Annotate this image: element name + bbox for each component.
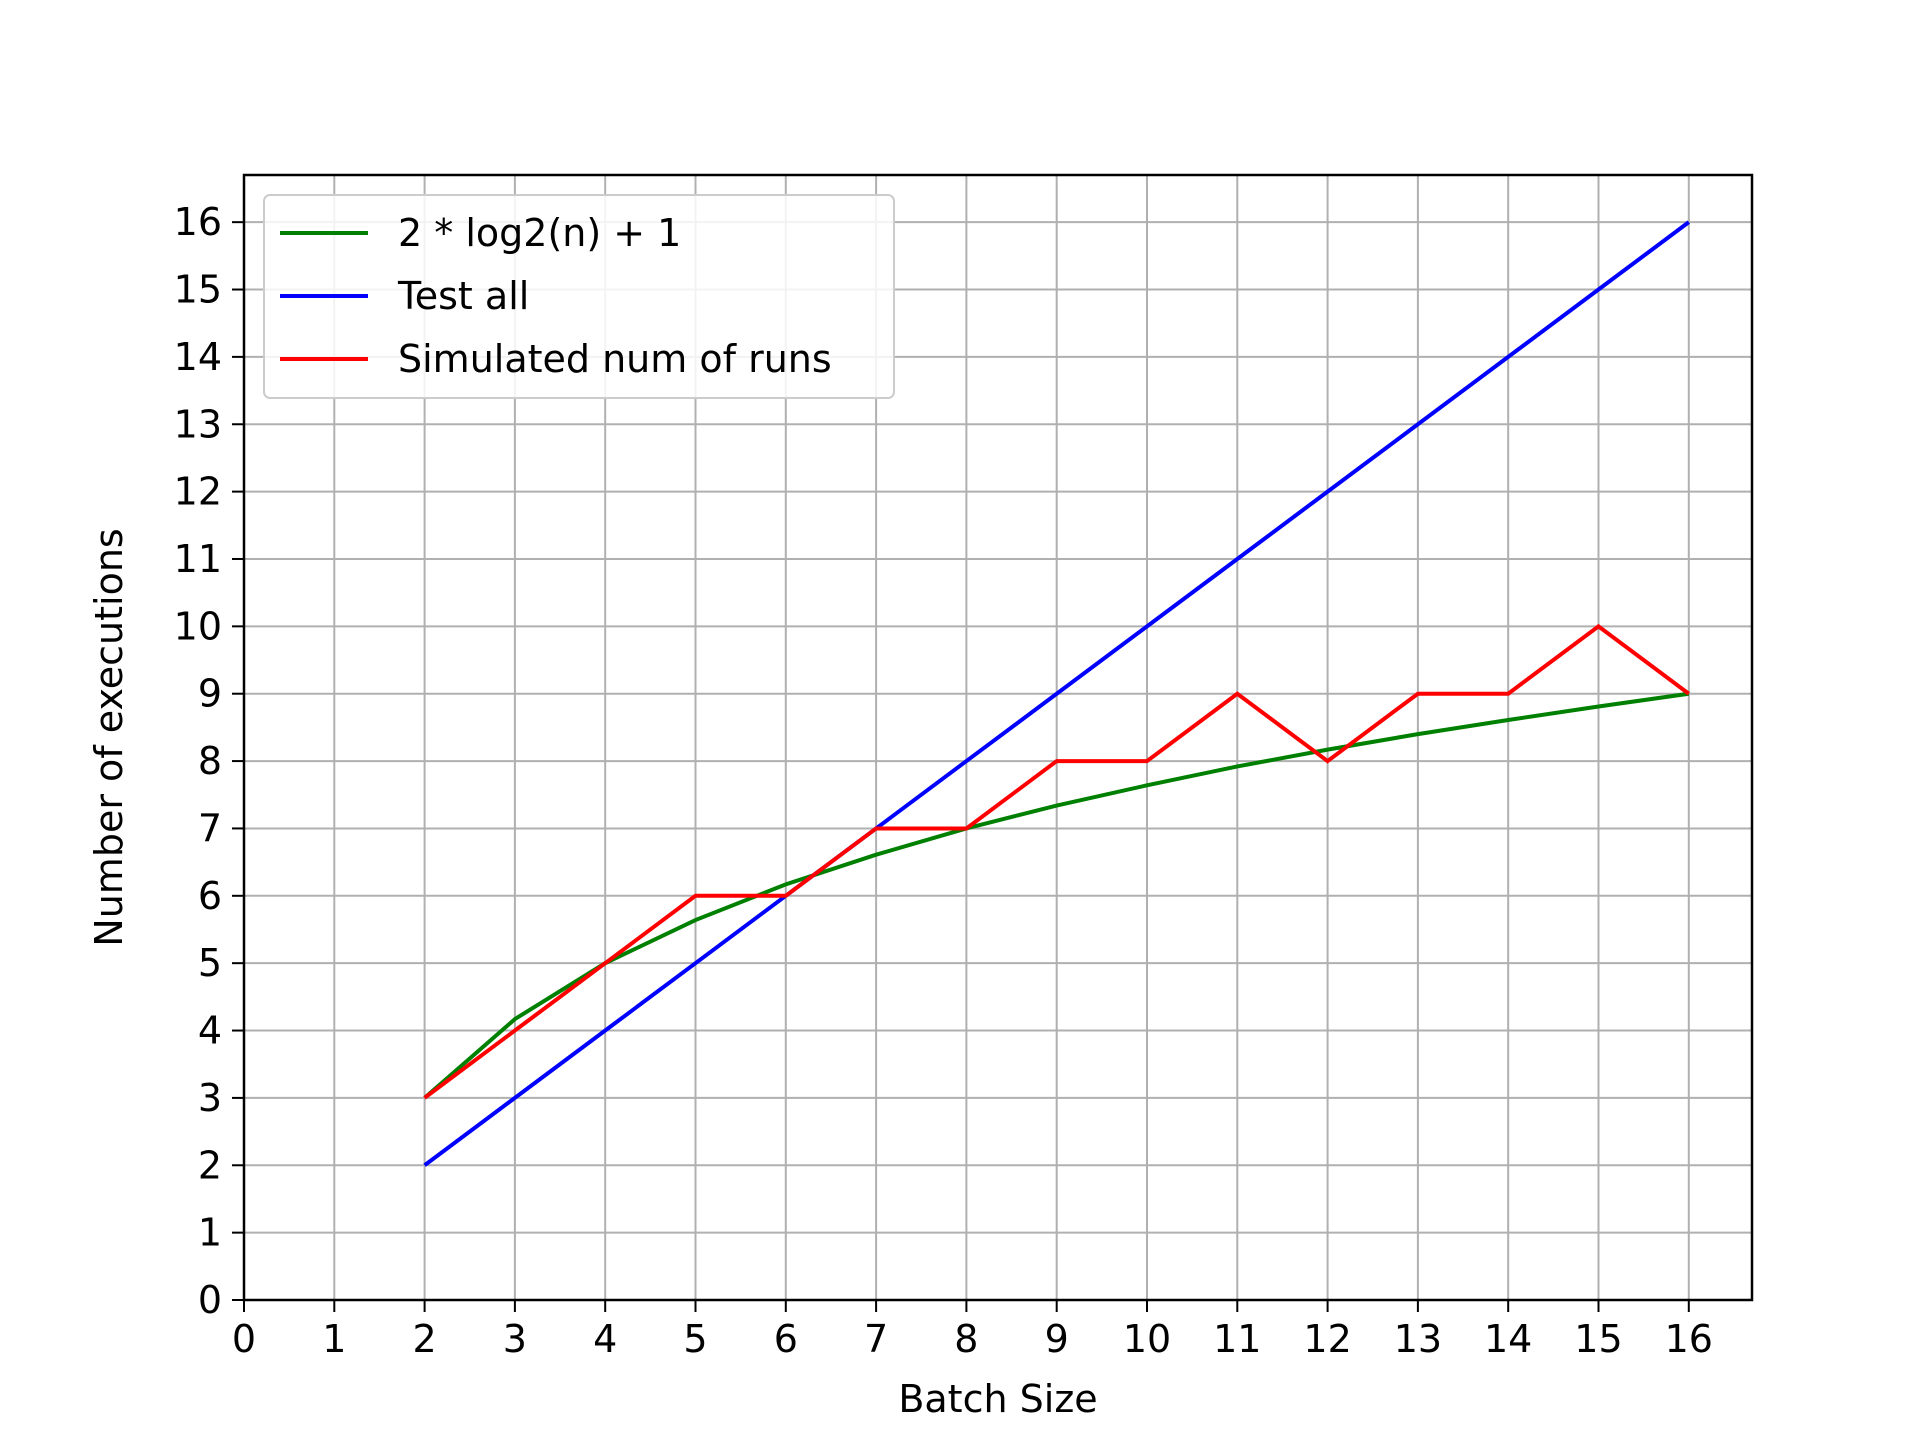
- x-tick-label: 9: [1045, 1317, 1069, 1361]
- legend: 2 * log2(n) + 1 Test all Simulated num of …: [263, 194, 895, 399]
- legend-box: [263, 194, 895, 399]
- series-line-2: [423, 220, 1690, 1167]
- y-tick-label: 13: [174, 402, 222, 446]
- x-tick-label: 13: [1394, 1317, 1442, 1361]
- y-axis-label: Number of executions: [87, 528, 131, 946]
- x-tick-label: 10: [1123, 1317, 1171, 1361]
- x-axis-label: Batch Size: [898, 1377, 1097, 1421]
- x-tick-label: 12: [1303, 1317, 1351, 1361]
- y-tick-label: 9: [198, 672, 222, 716]
- x-tick-label: 6: [774, 1317, 798, 1361]
- y-tick-label: 4: [198, 1009, 222, 1053]
- y-tick-label: 15: [174, 268, 222, 312]
- x-tick-label: 14: [1484, 1317, 1532, 1361]
- y-tick-label: 6: [198, 874, 222, 918]
- y-tick-label: 14: [174, 335, 222, 379]
- series-layer: [423, 220, 1690, 1167]
- x-tick-label: 1: [322, 1317, 346, 1361]
- y-tick-label: 0: [198, 1278, 222, 1322]
- y-tick-label: 16: [174, 200, 222, 244]
- x-tick-label: 15: [1574, 1317, 1622, 1361]
- series-line-1: [423, 691, 1690, 1100]
- legend-label-3: Simulated num of runs: [398, 337, 832, 381]
- x-tick-label: 4: [593, 1317, 617, 1361]
- x-tick-label: 8: [954, 1317, 978, 1361]
- x-tick-label: 2: [413, 1317, 437, 1361]
- x-tick-label: 0: [232, 1317, 256, 1361]
- y-tick-label: 5: [198, 941, 222, 985]
- y-tick-label: 2: [198, 1143, 222, 1187]
- legend-label-2: Test all: [397, 274, 529, 318]
- plot-frame: [242, 173, 1754, 1302]
- y-tick-label: 3: [198, 1076, 222, 1120]
- y-tick-label: 10: [174, 604, 222, 648]
- x-tick-label: 5: [683, 1317, 707, 1361]
- y-tick-label: 8: [198, 739, 222, 783]
- x-tick-label: 16: [1665, 1317, 1713, 1361]
- legend-label-1: 2 * log2(n) + 1: [398, 211, 681, 255]
- x-tick-label: 3: [503, 1317, 527, 1361]
- y-tick-label: 11: [174, 537, 222, 581]
- y-tick-label: 7: [198, 806, 222, 850]
- y-tick-label: 12: [174, 470, 222, 514]
- x-tick-label: 11: [1213, 1317, 1261, 1361]
- series-line-3: [423, 623, 1690, 1100]
- tick-layer: 0 1 2 3 4 5 6 7 8 9 10 11 12 13 14 15 160123456789101112…: [174, 200, 1713, 1361]
- y-tick-label: 1: [198, 1211, 222, 1255]
- x-tick-label: 7: [864, 1317, 888, 1361]
